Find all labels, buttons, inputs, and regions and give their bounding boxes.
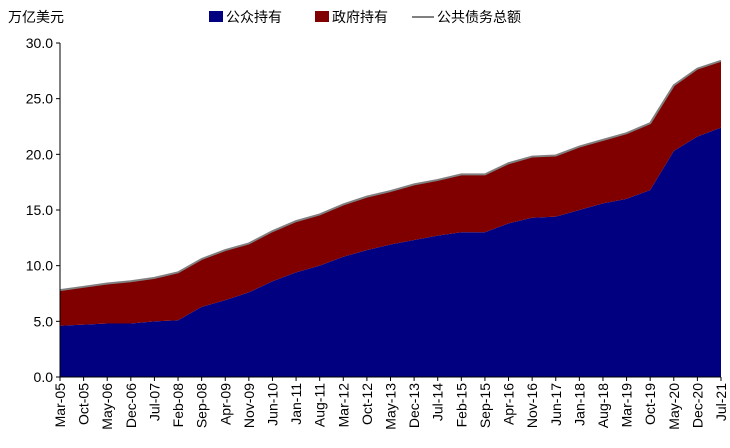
y-tick-label: 5.0 bbox=[34, 313, 54, 329]
x-tick-label: Oct-05 bbox=[76, 383, 92, 425]
x-tick-label: Oct-19 bbox=[642, 383, 658, 425]
x-tick-label: Jan-11 bbox=[288, 383, 304, 425]
x-tick-label: Nov-16 bbox=[524, 383, 540, 428]
x-tick-label: Aug-11 bbox=[312, 383, 328, 427]
x-tick-label: Jun-17 bbox=[548, 383, 564, 426]
legend-label-government-held: 政府持有 bbox=[332, 9, 388, 25]
x-tick-label: Nov-09 bbox=[241, 383, 257, 428]
series-area-public-held bbox=[60, 127, 721, 377]
x-tick-label: May-20 bbox=[666, 383, 682, 430]
y-tick-label: 25.0 bbox=[26, 91, 53, 107]
x-tick-label: Jun-10 bbox=[264, 383, 280, 426]
legend-swatch-public-held bbox=[209, 11, 223, 22]
x-tick-label: Jan-18 bbox=[571, 383, 587, 426]
legend-swatch-government-held bbox=[315, 11, 329, 22]
x-tick-label: Apr-16 bbox=[501, 383, 517, 425]
x-tick-label: Jul-21 bbox=[713, 383, 729, 421]
legend-label-total-debt: 公共债务总额 bbox=[437, 9, 521, 25]
x-tick-label: Sep-15 bbox=[477, 383, 493, 428]
x-tick-label: Feb-08 bbox=[170, 383, 186, 428]
x-tick-label: Dec-20 bbox=[689, 383, 705, 428]
x-tick-label: Aug-18 bbox=[595, 383, 611, 428]
x-tick-label: Mar-12 bbox=[335, 383, 351, 428]
y-tick-label: 15.0 bbox=[26, 202, 53, 218]
axes: 0.0 5.0 10.0 15.0 20.0 25.0 30.0 Mar-05 Oct-05 Ma… bbox=[26, 35, 729, 430]
y-tick-label: 10.0 bbox=[26, 258, 53, 274]
x-tick-label: Dec-06 bbox=[123, 383, 139, 428]
x-tick-label: Feb-15 bbox=[453, 383, 469, 428]
y-tick-label: 30.0 bbox=[26, 35, 53, 51]
series-line-total-debt bbox=[59, 59, 722, 292]
x-tick-label: May-13 bbox=[383, 383, 399, 430]
y-unit-label: 万亿美元 bbox=[8, 9, 64, 25]
x-tick-label: Mar-19 bbox=[619, 383, 635, 428]
x-tick-label: Apr-09 bbox=[217, 383, 233, 425]
x-tick-label: Jul-07 bbox=[146, 383, 162, 421]
x-tick-label: Dec-13 bbox=[406, 383, 422, 428]
series-area-government-held bbox=[60, 60, 721, 326]
x-tick-label: Sep-08 bbox=[194, 383, 210, 428]
legend-label-public-held: 公众持有 bbox=[226, 9, 282, 25]
y-tick-label: 20.0 bbox=[26, 146, 53, 162]
x-tick-label: Jul-14 bbox=[430, 383, 446, 421]
plot-area bbox=[59, 59, 722, 377]
y-tick-label: 0.0 bbox=[34, 369, 54, 385]
legend: 公众持有 政府持有 公共债务总额 bbox=[209, 9, 521, 25]
x-tick-label: Mar-05 bbox=[52, 383, 68, 428]
x-tick-label: May-06 bbox=[99, 383, 115, 430]
x-tick-label: Oct-12 bbox=[359, 383, 375, 425]
